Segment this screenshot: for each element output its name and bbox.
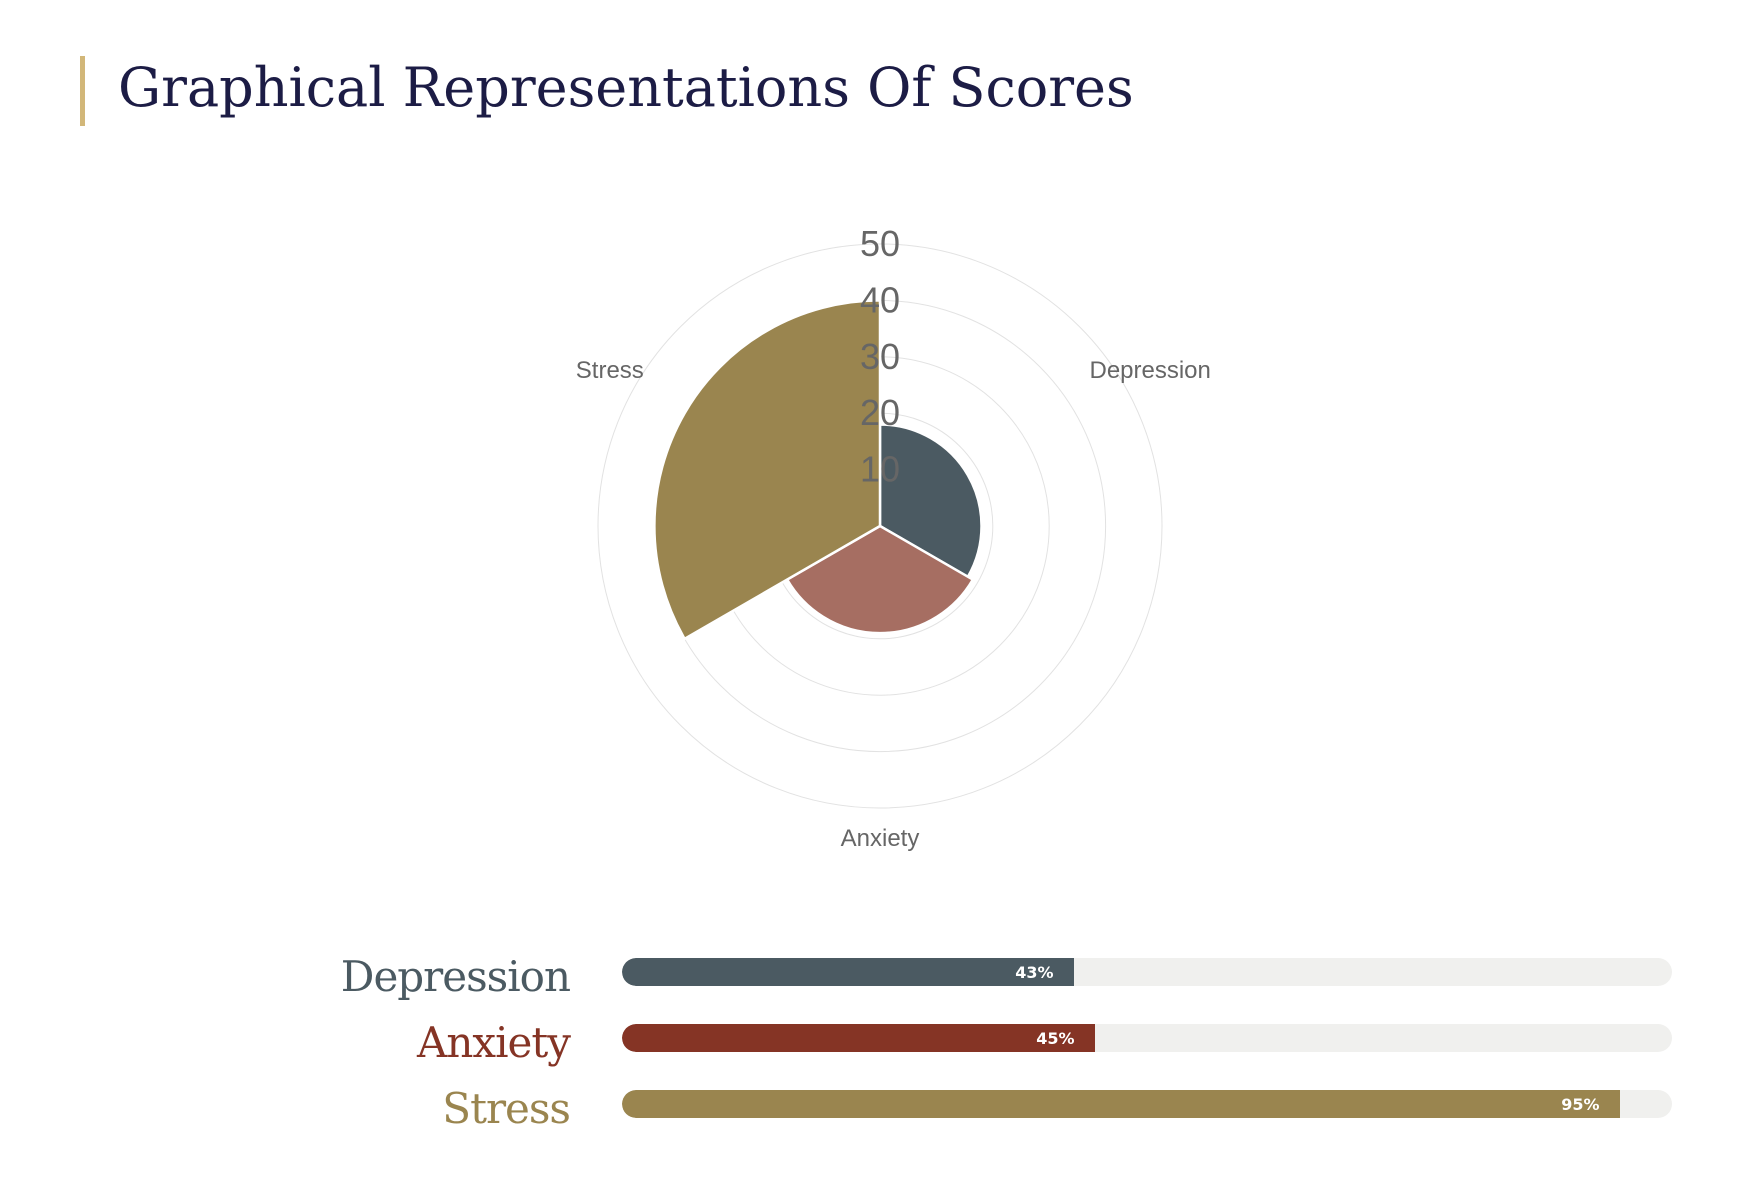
r-tick-label-40: 40 xyxy=(860,279,900,320)
r-tick-label-30: 30 xyxy=(860,336,900,377)
bar-track-depression: 43% xyxy=(622,958,1672,986)
bar-row-anxiety: Anxiety 45% xyxy=(0,1018,1760,1068)
page-title: Graphical Representations Of Scores xyxy=(118,56,1134,119)
bar-value-label-stress: 95% xyxy=(1561,1095,1600,1114)
r-tick-label-20: 20 xyxy=(860,392,900,433)
bar-value-label-depression: 43% xyxy=(1015,963,1054,982)
bar-track-anxiety: 45% xyxy=(622,1024,1672,1052)
bar-label-depression: Depression xyxy=(340,952,571,1001)
bar-fill-depression: 43% xyxy=(622,958,1074,986)
r-tick-label-10: 10 xyxy=(860,449,900,490)
sector-stress xyxy=(653,299,882,641)
bar-value-label-anxiety: 45% xyxy=(1036,1029,1075,1048)
r-tick-label-50: 50 xyxy=(860,223,900,264)
sector-depression xyxy=(878,423,983,579)
bar-row-stress: Stress 95% xyxy=(0,1084,1760,1134)
category-label-depression: Depression xyxy=(1089,357,1210,384)
title-accent-bar xyxy=(80,56,85,126)
bar-fill-anxiety: 45% xyxy=(622,1024,1095,1052)
sector-anxiety xyxy=(785,524,975,635)
bar-track-stress: 95% xyxy=(622,1090,1672,1118)
bar-fill-stress: 95% xyxy=(622,1090,1620,1118)
bar-row-depression: Depression 43% xyxy=(0,952,1760,1002)
category-label-anxiety: Anxiety xyxy=(841,825,920,852)
polar-area-chart: 10 20 30 40 50 Depression Anxiety Stress xyxy=(576,223,1211,852)
grid-ring-50 xyxy=(597,243,1163,809)
bar-label-stress: Stress xyxy=(442,1084,571,1133)
bar-label-anxiety: Anxiety xyxy=(417,1018,571,1067)
category-label-stress: Stress xyxy=(576,357,644,384)
